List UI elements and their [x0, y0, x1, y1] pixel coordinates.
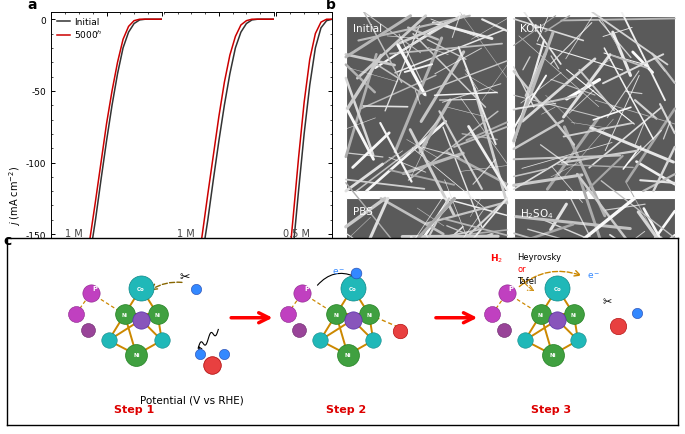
Point [82, 327, 93, 334]
Text: Initial: Initial [353, 24, 382, 34]
Text: 1 M
PBS: 1 M PBS [177, 228, 196, 250]
Text: or: or [517, 264, 525, 273]
Text: 0.5 M
H₂SO₄: 0.5 M H₂SO₄ [283, 228, 312, 250]
Legend: Initial, 5000$^h$: Initial, 5000$^h$ [56, 17, 103, 42]
Text: Ni: Ni [366, 312, 372, 317]
Point [552, 316, 563, 323]
Point [351, 270, 362, 277]
Point [368, 337, 379, 344]
Point [547, 352, 558, 358]
Text: Co: Co [553, 286, 561, 291]
Text: Ni: Ni [333, 312, 339, 317]
Text: Step 2: Step 2 [326, 404, 366, 414]
Point [136, 285, 147, 292]
Text: Step 3: Step 3 [531, 404, 571, 414]
Point [519, 337, 530, 344]
Point [194, 351, 205, 358]
Text: Co: Co [137, 286, 145, 291]
Point [569, 311, 580, 318]
Point [103, 337, 114, 344]
Point [394, 328, 405, 335]
Text: e$^-$: e$^-$ [332, 266, 346, 276]
Text: P: P [509, 286, 514, 292]
Text: c: c [3, 233, 12, 247]
Point [342, 352, 353, 358]
Point [612, 323, 623, 330]
Point [282, 310, 293, 317]
Text: Tafel: Tafel [517, 276, 536, 285]
Bar [346, 199, 507, 374]
Point [487, 310, 498, 317]
Point [347, 285, 358, 292]
Point [219, 351, 229, 358]
Point [631, 310, 642, 317]
Text: Potential (V vs RHE): Potential (V vs RHE) [140, 395, 244, 405]
Point [119, 311, 130, 318]
Text: H$_2$SO$_4$: H$_2$SO$_4$ [521, 206, 554, 220]
Point [552, 285, 563, 292]
Text: Step 1: Step 1 [114, 404, 155, 414]
Text: Ni: Ni [133, 352, 140, 358]
Text: Heyrovsky: Heyrovsky [517, 253, 561, 262]
Text: b: b [325, 0, 336, 13]
Text: PBS: PBS [353, 206, 373, 216]
Text: Ni: Ni [549, 352, 556, 358]
Point [573, 337, 584, 344]
Point [131, 352, 142, 358]
Bar [514, 199, 675, 374]
Text: P: P [92, 286, 97, 292]
Point [347, 316, 358, 323]
Point [501, 290, 512, 297]
Bar [346, 16, 507, 192]
Point [206, 361, 217, 368]
Text: a: a [27, 0, 36, 13]
Point [156, 337, 167, 344]
Point [297, 290, 308, 297]
Text: P: P [304, 286, 309, 292]
Text: Ni: Ni [345, 352, 351, 358]
Text: Co: Co [349, 286, 356, 291]
Point [71, 310, 82, 317]
Point [535, 311, 546, 318]
Point [294, 327, 305, 334]
Bar [514, 16, 675, 192]
Text: Ni: Ni [155, 312, 160, 317]
Text: 1 M
KOH: 1 M KOH [64, 228, 86, 250]
Text: Ni: Ni [538, 312, 544, 317]
Text: KOH: KOH [521, 24, 543, 34]
Text: Ni: Ni [122, 312, 127, 317]
Y-axis label: $j$ (mA cm$^{-2}$): $j$ (mA cm$^{-2}$) [8, 165, 23, 225]
Text: e$^-$: e$^-$ [588, 271, 601, 281]
Point [190, 286, 201, 293]
Point [86, 290, 97, 297]
Text: Ni: Ni [571, 312, 577, 317]
Text: H$_2$: H$_2$ [490, 252, 503, 264]
Point [499, 327, 510, 334]
Text: ✂: ✂ [603, 297, 612, 307]
Point [152, 311, 163, 318]
Point [364, 311, 375, 318]
Point [136, 316, 147, 323]
Point [314, 337, 325, 344]
Text: ✂: ✂ [179, 270, 190, 283]
Point [331, 311, 342, 318]
